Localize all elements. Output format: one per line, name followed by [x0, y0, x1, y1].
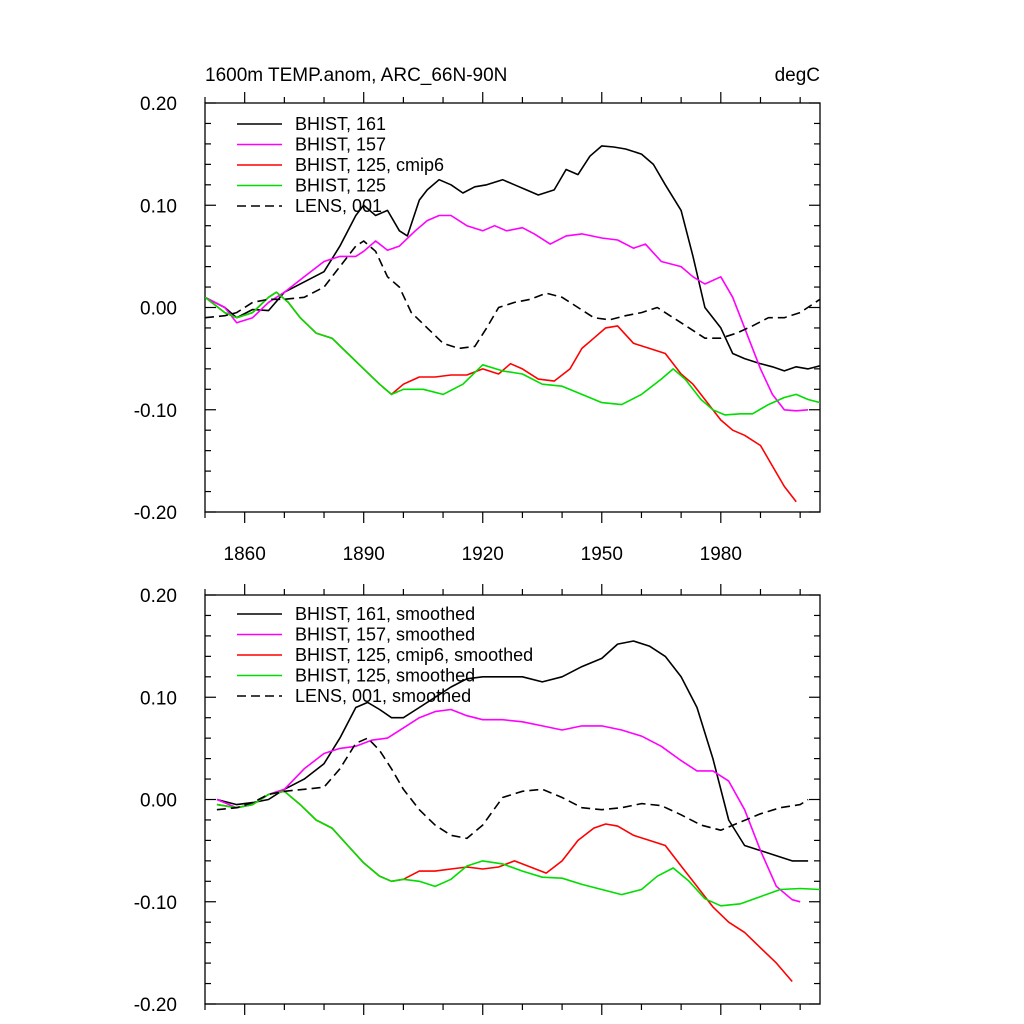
series-line-3 [205, 291, 797, 503]
legend-label: BHIST, 161, smoothed [295, 604, 475, 624]
legend-label: LENS, 001, smoothed [295, 686, 471, 706]
x-tick-label: 1950 [581, 544, 623, 565]
legend-label: BHIST, 157, smoothed [295, 625, 475, 645]
series-line-3 [216, 790, 793, 983]
chart-panel-2: 0.20 0.10 0.00 -0.10 -0.20 BHIST, 161, smooth… [134, 584, 821, 1016]
legend-label: BHIST, 125, smoothed [295, 666, 475, 686]
y-tick-label: 0.00 [140, 299, 177, 320]
x-tick-label: 1860 [224, 544, 266, 565]
y-tick-label: -0.20 [134, 995, 177, 1016]
chart-panel-1: 0.20 0.10 0.00 -0.10 -0.20 1860 1890 1920 1950 19… [134, 65, 821, 565]
series-line-5 [205, 240, 820, 350]
series-line-5 [216, 737, 809, 840]
series-line-4 [216, 790, 820, 907]
chart-title: 1600m TEMP.anom, ARC_66N-90N [205, 65, 507, 86]
y-tick-label: 0.10 [140, 196, 177, 217]
series-line-2 [205, 214, 809, 412]
x-tick-label: 1890 [343, 544, 385, 565]
x-tick-label: 1980 [700, 544, 742, 565]
legend-label: LENS, 001 [295, 196, 382, 216]
y-tick-label: -0.10 [134, 893, 177, 914]
series-group [216, 640, 820, 983]
y-tick-label: 0.00 [140, 791, 177, 812]
series-line-2 [216, 708, 801, 903]
legend-label: BHIST, 125 [295, 176, 386, 196]
y-tick-label: 0.20 [140, 586, 177, 607]
series-line-1 [216, 640, 809, 862]
y-tick-label: 0.20 [140, 94, 177, 115]
chart-units: degC [775, 65, 820, 86]
y-tick-label: -0.10 [134, 401, 177, 422]
legend-label: BHIST, 161 [295, 114, 386, 134]
series-line-1 [205, 145, 820, 372]
legend-label: BHIST, 157 [295, 135, 386, 155]
legend-label: BHIST, 125, cmip6 [295, 155, 444, 175]
x-tick-label: 1920 [462, 544, 504, 565]
legend-label: BHIST, 125, cmip6, smoothed [295, 645, 533, 665]
series-group [205, 145, 820, 503]
series-line-4 [205, 291, 820, 416]
y-tick-label: -0.20 [134, 503, 177, 524]
y-tick-label: 0.10 [140, 688, 177, 709]
